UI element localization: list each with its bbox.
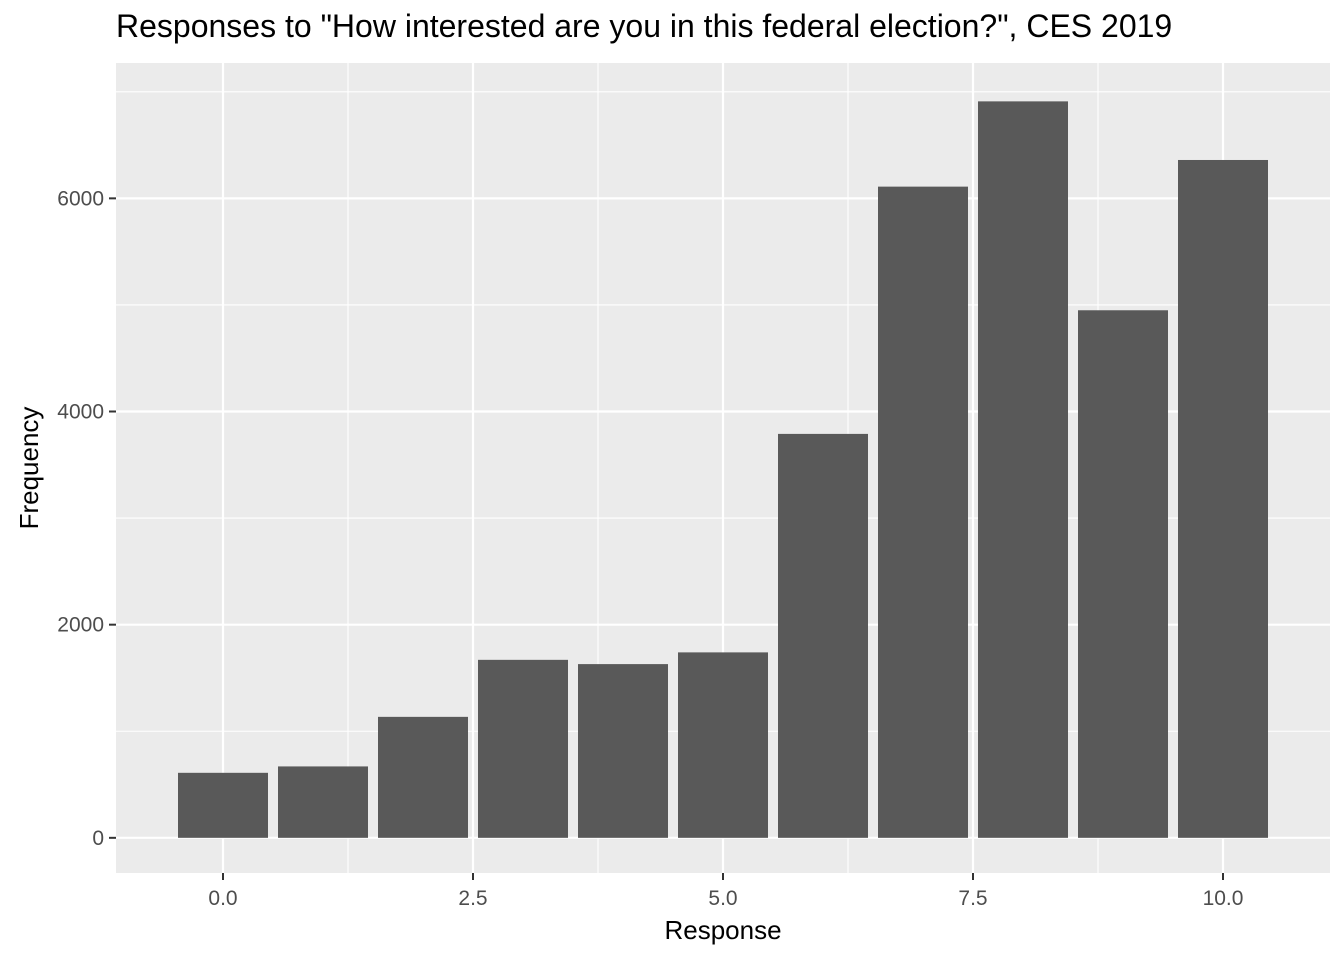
x-axis-title: Response [664, 915, 781, 945]
bar [1078, 310, 1168, 838]
y-axis-title: Frequency [14, 407, 44, 530]
bar [878, 186, 968, 838]
x-tick-label: 10.0 [1203, 887, 1244, 910]
y-axis: 0 2000 4000 6000 [57, 187, 116, 850]
bar [378, 716, 468, 838]
bar [278, 766, 368, 838]
y-tick-label: 2000 [57, 614, 104, 637]
bar [778, 433, 868, 838]
x-tick-label: 0.0 [208, 887, 237, 910]
bar [1178, 159, 1268, 838]
x-tick-label: 2.5 [458, 887, 487, 910]
x-tick-label: 5.0 [708, 887, 737, 910]
y-tick-label: 0 [92, 827, 104, 850]
x-axis: 0.0 2.5 5.0 7.5 10.0 [208, 873, 1243, 910]
bar [178, 772, 268, 838]
y-tick-label: 4000 [57, 401, 104, 424]
bars [178, 101, 1268, 838]
bar [478, 659, 568, 838]
x-tick-label: 7.5 [958, 887, 987, 910]
y-tick-label: 6000 [57, 187, 104, 210]
bar [578, 664, 668, 838]
bar [978, 101, 1068, 838]
bar [678, 652, 768, 838]
chart-title: Responses to "How interested are you in … [116, 8, 1173, 44]
